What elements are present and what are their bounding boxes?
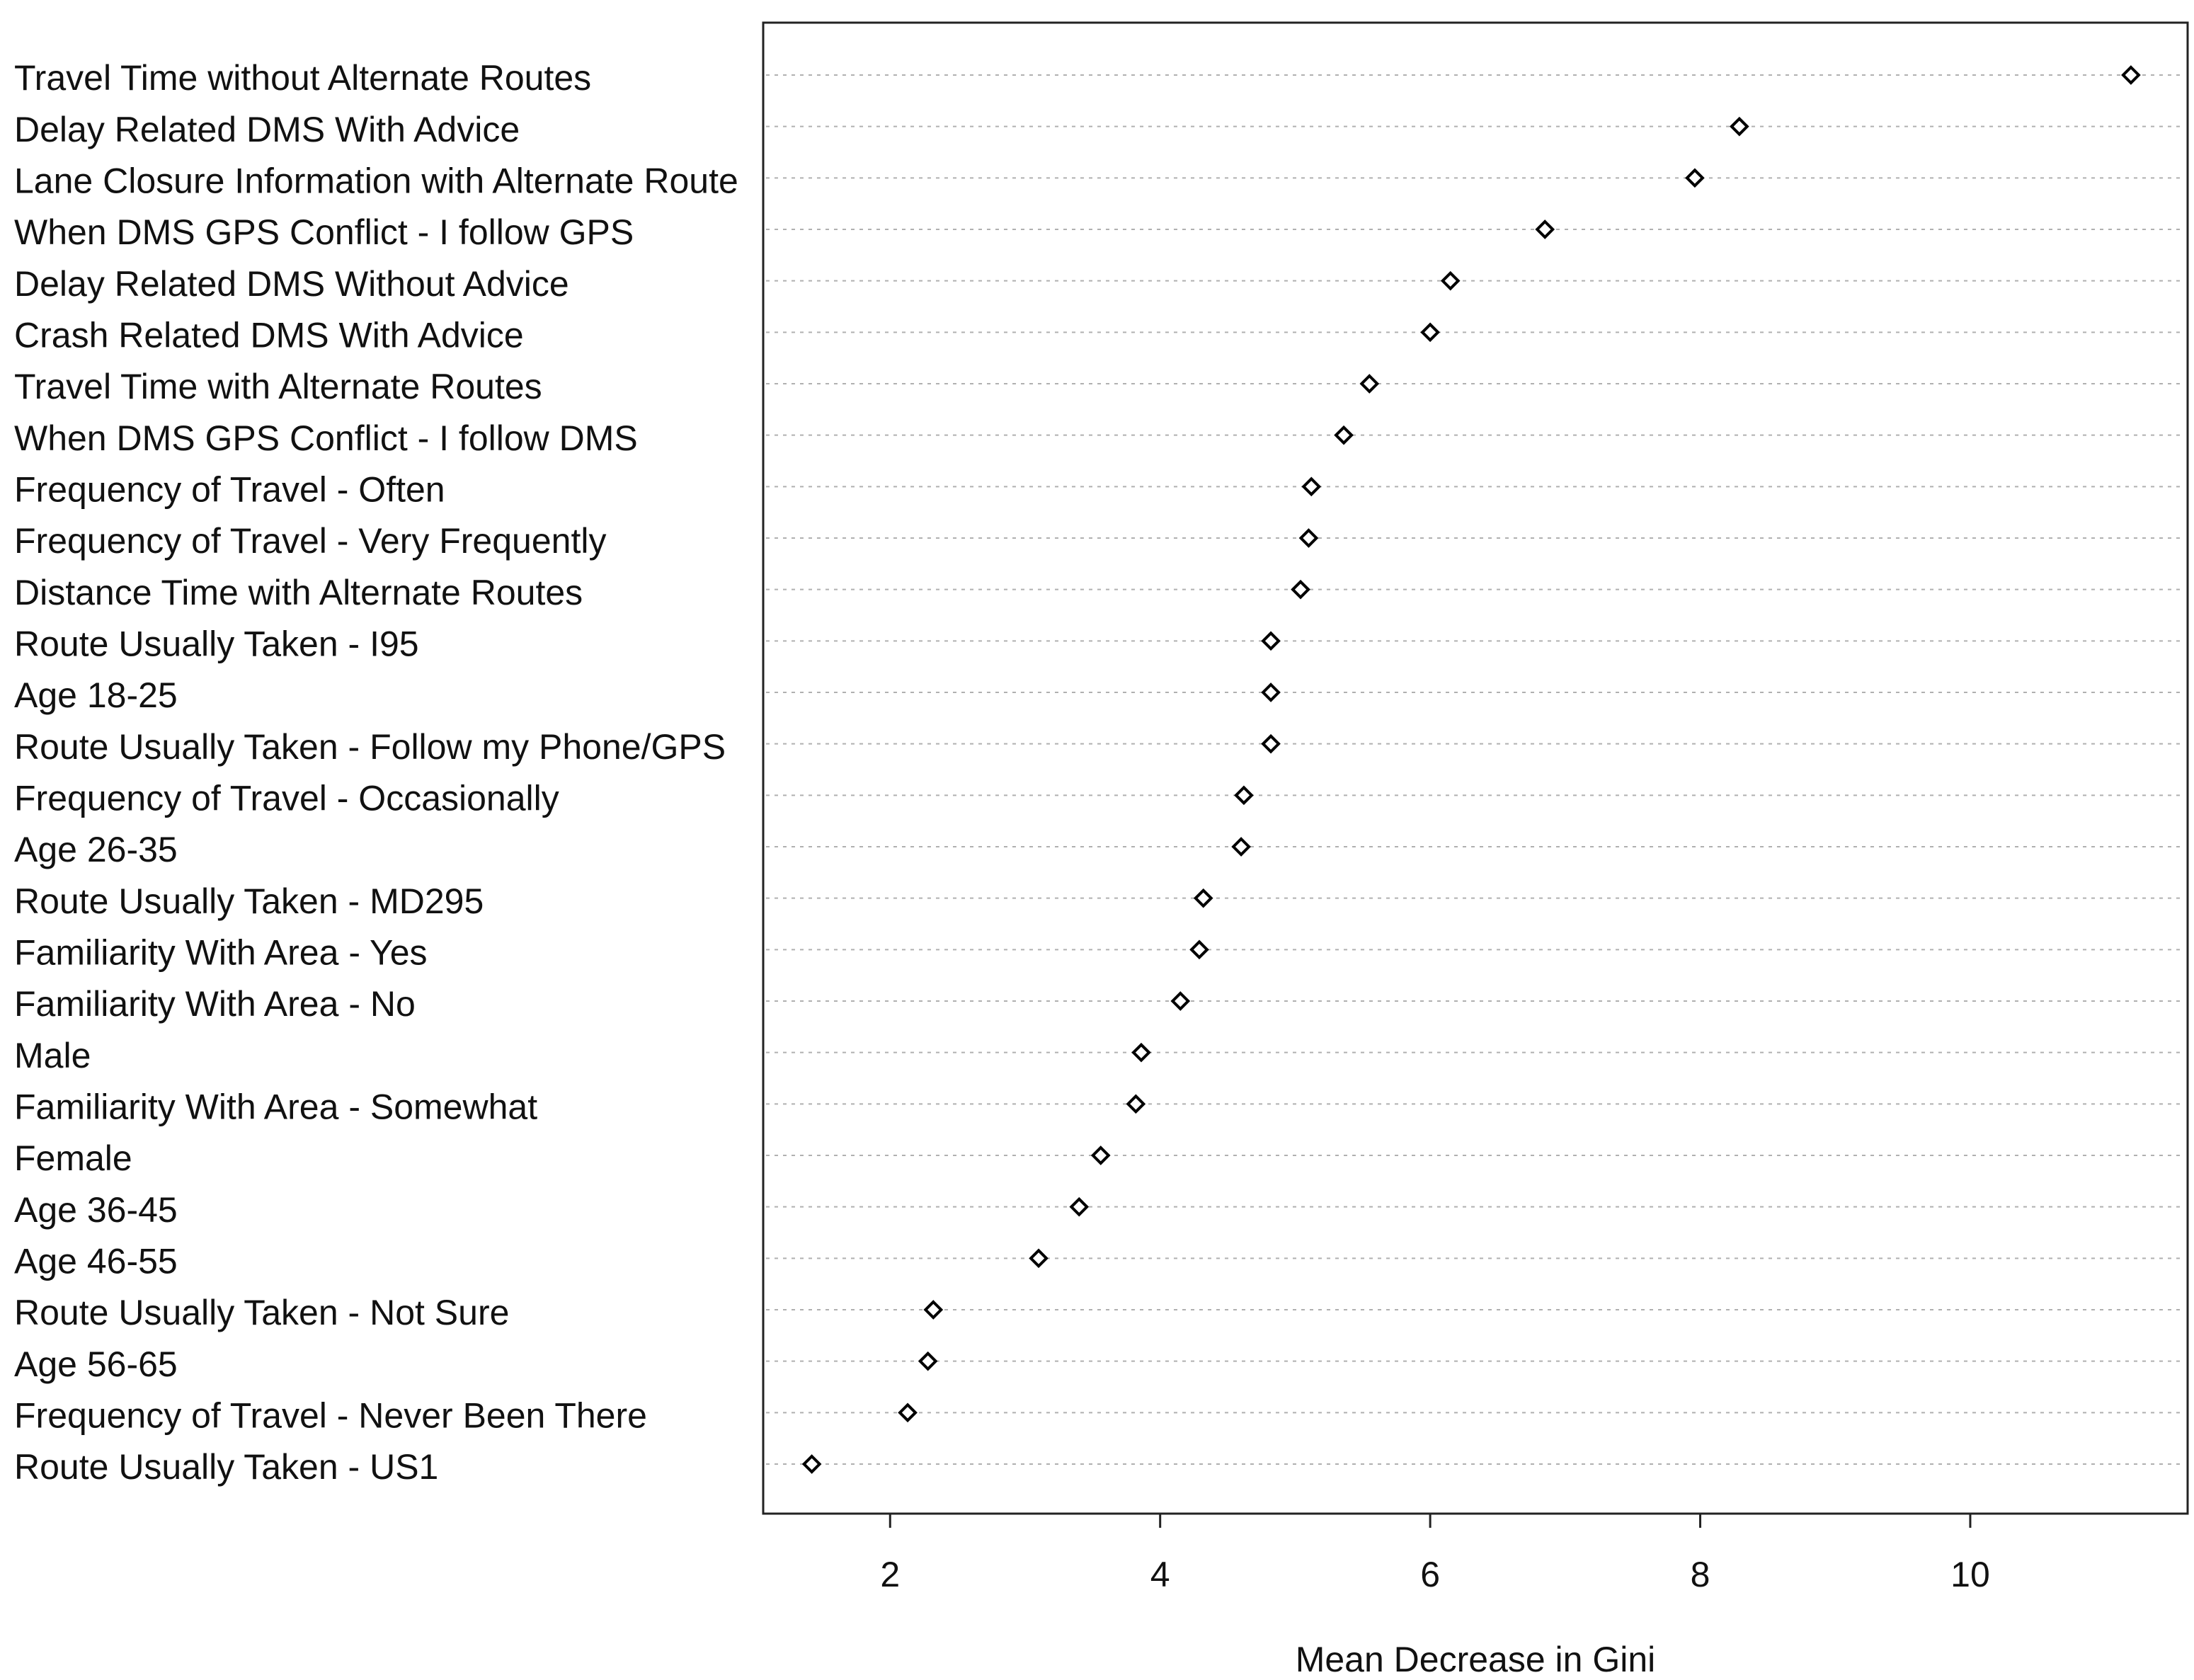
category-label: Age 26-35 [14,830,178,869]
dot-marker [918,1351,938,1371]
dot-marker [1189,939,1209,960]
category-label: Travel Time without Alternate Routes [14,58,591,98]
category-label: Route Usually Taken - MD295 [14,881,484,921]
category-label: Familiarity With Area - Yes [14,933,428,973]
dot-marker [1334,425,1354,445]
category-label: When DMS GPS Conflict - I follow DMS [14,418,638,458]
category-label: Route Usually Taken - US1 [14,1447,438,1487]
category-label: Distance Time with Alternate Routes [14,573,583,612]
category-label: Route Usually Taken - Follow my Phone/GP… [14,727,726,767]
dot-marker [1261,631,1281,651]
x-tick-label: 10 [1950,1555,1990,1594]
category-label: Age 36-45 [14,1190,178,1230]
dot-marker [898,1402,918,1423]
category-label: Male [14,1036,91,1075]
category-label: Lane Closure Information with Alternate … [14,161,738,201]
category-label: Age 46-55 [14,1242,178,1281]
category-label: When DMS GPS Conflict - I follow GPS [14,212,634,252]
dot-marker [1126,1094,1146,1114]
dot-marker [1291,579,1310,600]
dot-marker [801,1454,822,1474]
dot-marker [1301,476,1322,497]
category-label: Age 56-65 [14,1344,178,1384]
category-label: Frequency of Travel - Occasionally [14,779,559,818]
dot-marker [1193,888,1213,908]
dot-marker [1685,168,1705,188]
dot-marker [1298,528,1319,548]
x-tick-label: 6 [1420,1555,1440,1594]
category-label: Familiarity With Area - Somewhat [14,1087,537,1127]
dot-marker [923,1300,944,1320]
dot-marker [2121,65,2141,85]
category-label: Frequency of Travel - Often [14,470,445,510]
dot-marker [1170,991,1191,1011]
dot-marker [1029,1248,1049,1269]
dot-marker [1231,837,1251,857]
category-label: Delay Related DMS With Advice [14,110,520,149]
plot-frame [762,21,2189,1515]
x-tick-label: 8 [1691,1555,1710,1594]
category-label: Route Usually Taken - I95 [14,624,419,664]
category-label: Delay Related DMS Without Advice [14,264,569,304]
category-label: Route Usually Taken - Not Sure [14,1293,509,1332]
x-axis-label: Mean Decrease in Gini [1296,1640,1656,1679]
category-label: Female [14,1138,132,1178]
x-tick-label: 2 [880,1555,900,1594]
x-tick-label: 4 [1150,1555,1170,1594]
dot-marker [1234,785,1254,806]
category-label: Frequency of Travel - Very Frequently [14,521,606,561]
dot-marker [1535,219,1555,239]
category-label: Age 18-25 [14,675,178,715]
dot-marker [1730,116,1749,137]
dot-marker [1261,682,1281,702]
dot-marker [1131,1042,1151,1063]
category-label: Crash Related DMS With Advice [14,316,524,355]
dot-marker [1261,733,1281,754]
dot-marker [1359,374,1380,394]
category-label: Familiarity With Area - No [14,984,416,1024]
dot-marker [1069,1196,1090,1217]
category-label: Travel Time with Alternate Routes [14,367,542,406]
dot-marker [1420,322,1440,343]
dot-marker [1090,1145,1111,1165]
dot-marker [1440,270,1461,291]
category-label: Frequency of Travel - Never Been There [14,1396,647,1436]
